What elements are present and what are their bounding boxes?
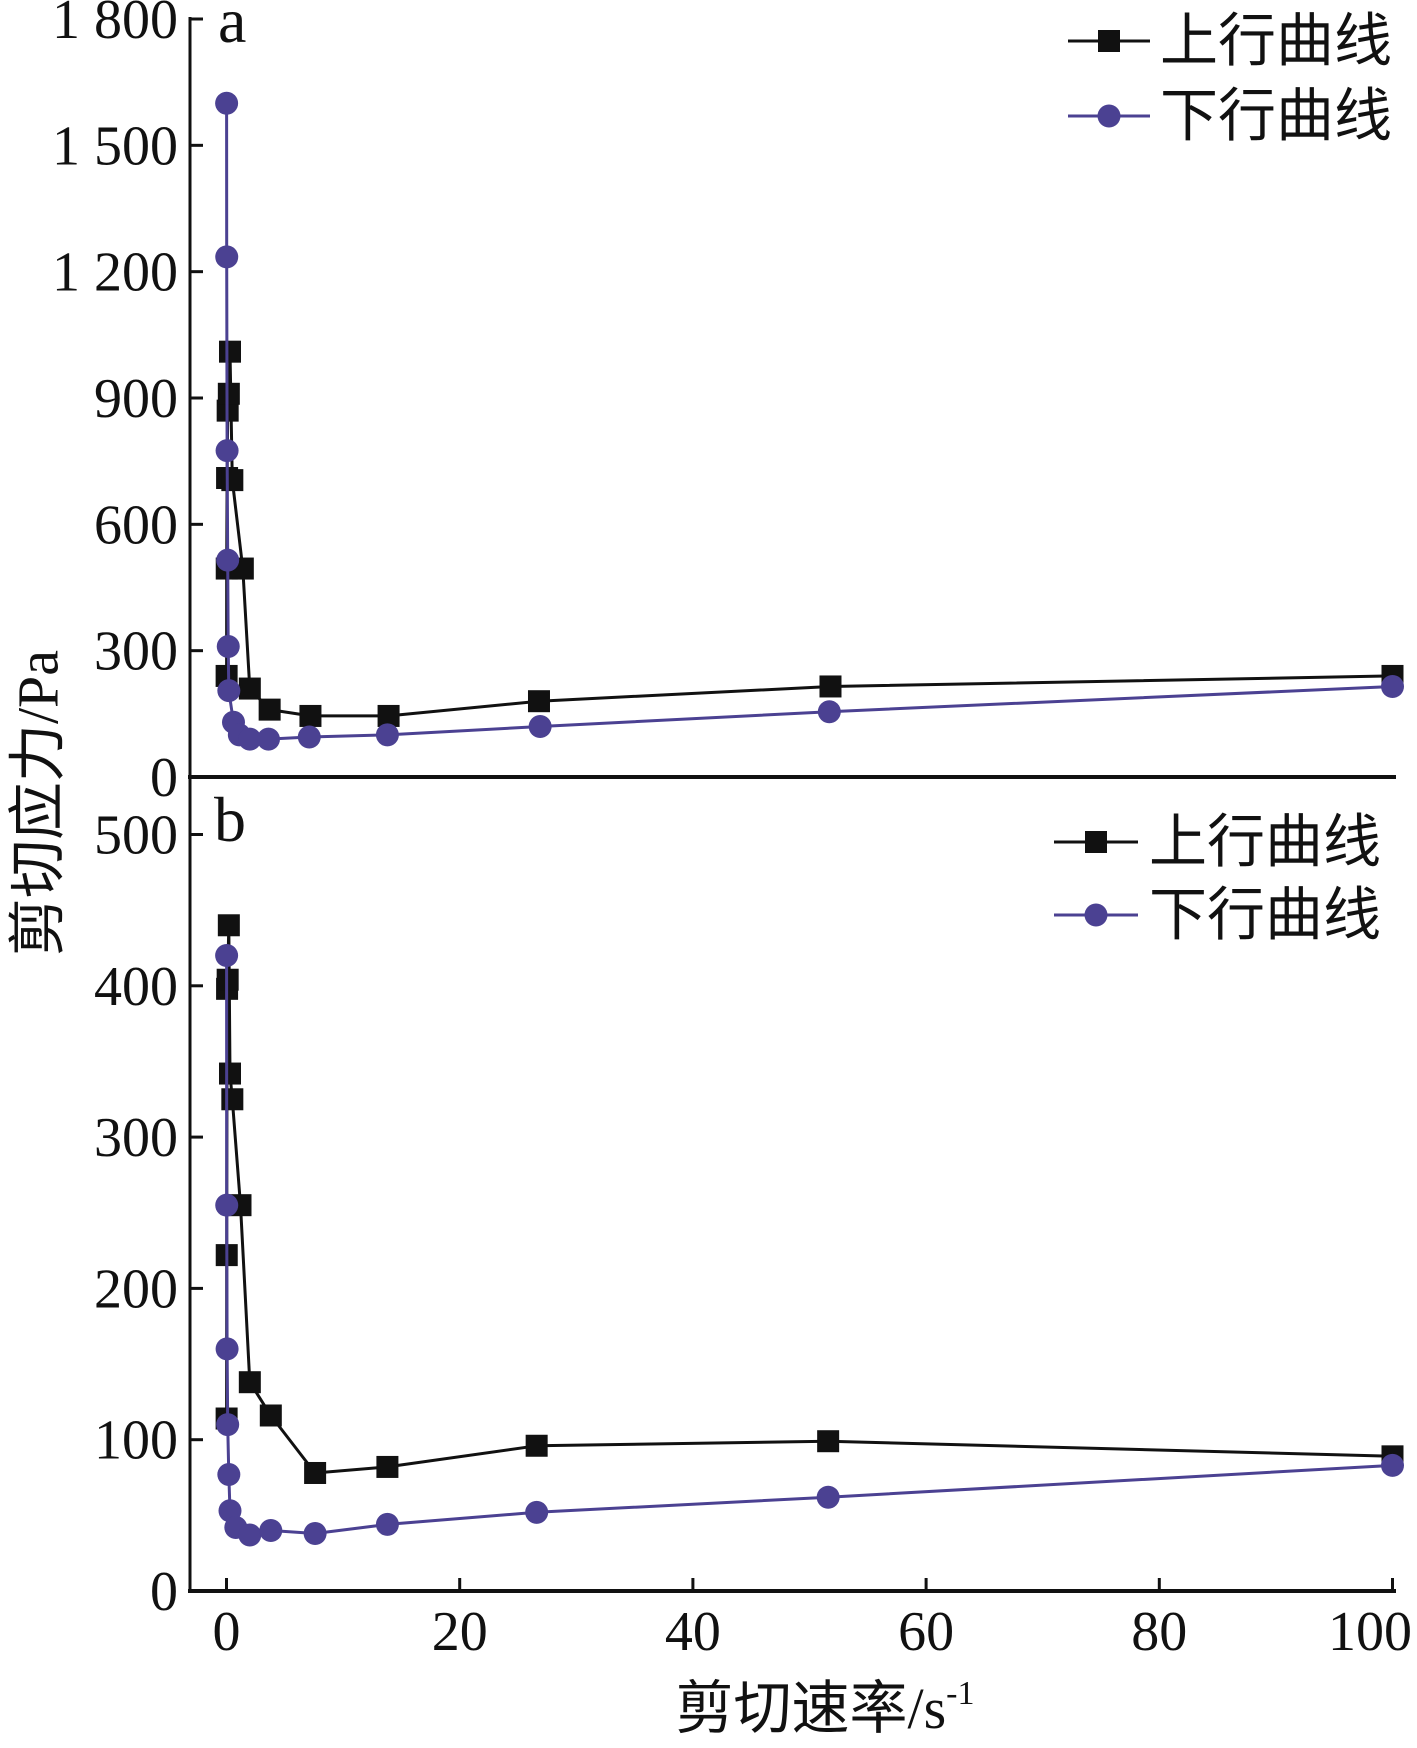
panel-a-down-curve-point <box>528 714 552 738</box>
xtick-label: 40 <box>665 1601 721 1663</box>
panel-a-up-curve-point <box>217 382 240 405</box>
panel-a-down-curve-point <box>217 679 241 703</box>
panel-a-down-curve-point <box>817 700 841 724</box>
panel-b-up-curve-point <box>817 1430 840 1453</box>
panel-a-ytick-label: 1 200 <box>52 242 178 304</box>
panel-b-ytick-label: 400 <box>94 956 178 1018</box>
panel-a-down-curve-point <box>215 91 239 115</box>
panel-a-down-curve-point <box>375 723 399 747</box>
panel-b-down-curve-point <box>1381 1453 1404 1477</box>
panel-a-down-curve-point <box>1381 674 1404 698</box>
panel-b-up-curve-point <box>304 1461 327 1484</box>
panel-a-down-curve-point <box>297 725 321 749</box>
panel-a-ytick-label: 1 500 <box>52 115 178 177</box>
legend-a-up-label: 上行曲线 <box>1160 9 1392 74</box>
xtick-label: 80 <box>1131 1601 1187 1663</box>
panel-a-down-curve-point <box>238 727 262 751</box>
x-axis-label-text: 剪切速率/s <box>675 1676 946 1741</box>
panel-a-up-curve-point <box>299 704 322 727</box>
legend-a-circle-marker <box>1097 104 1121 128</box>
panel-a-label: a <box>218 0 246 56</box>
x-axis-label: 剪切速率/s-1 <box>675 1675 974 1741</box>
panel-b-legend: 上行曲线 下行曲线 <box>1054 810 1381 948</box>
panel-a-down-curve-point <box>215 439 239 463</box>
panel-a-down-curve-point <box>216 548 240 572</box>
panel-a-up-curve-point <box>377 704 400 727</box>
y-axis-label: 剪切应力/Pa <box>6 650 71 956</box>
panel-b-down-curve-point <box>375 1512 399 1536</box>
panel-a-up-curve-point <box>258 698 281 721</box>
panel-a-down-curve-point <box>215 245 239 269</box>
panel-b-down-curve-point <box>259 1518 283 1542</box>
panel-b-ytick-label: 500 <box>94 804 178 866</box>
panel-a-down-curve-point <box>256 727 280 751</box>
panel-b-down-curve-point <box>216 1413 240 1437</box>
panel-b-down-curve-point <box>303 1522 327 1546</box>
panel-b-down-curve-point <box>215 1337 239 1361</box>
xtick-label: 20 <box>432 1601 488 1663</box>
legend-a-down-label: 下行曲线 <box>1160 84 1392 149</box>
x-axis-label-superscript: -1 <box>946 1675 974 1712</box>
panel-a-up-curve-point <box>221 469 244 492</box>
panel-b-ytick-label: 300 <box>94 1107 178 1169</box>
panel-b-ytick-label: 200 <box>94 1258 178 1320</box>
panel-b-down-curve-point <box>238 1523 262 1547</box>
panel-b-up-curve-point <box>217 914 240 937</box>
panel-b-up-curve-point <box>525 1434 548 1457</box>
panel-b-down-curve-point <box>816 1485 840 1509</box>
legend-a-square-marker <box>1098 30 1120 52</box>
legend-b-square-marker <box>1085 831 1107 853</box>
panel-b-label: b <box>214 784 246 855</box>
legend-b-circle-marker <box>1084 903 1108 927</box>
legend-b-down-label: 下行曲线 <box>1149 883 1381 948</box>
panel-a-ytick-label: 300 <box>94 621 178 683</box>
panel-b-down-curve-point <box>525 1500 549 1524</box>
panel-a-up-curve-point <box>819 675 842 698</box>
xtick-label: 60 <box>898 1601 954 1663</box>
panel-b-up-curve-point <box>238 1371 261 1394</box>
panel-b-up-curve-point <box>218 1062 241 1085</box>
panel-a-ytick-label: 1 800 <box>52 0 178 51</box>
panel-b-down-curve-point <box>215 1193 239 1217</box>
panel-a-ytick-label: 0 <box>150 747 178 809</box>
panel-b-ytick-label: 100 <box>94 1410 178 1472</box>
panel-b-ytick-label: 0 <box>150 1561 178 1623</box>
panel-a-up-curve-point <box>218 340 241 363</box>
panel-b-up-curve-point <box>376 1455 399 1478</box>
panel-a-up-curve-point <box>527 690 550 713</box>
panel-a-down-curve-point <box>216 634 240 658</box>
xtick-label: 100 <box>1328 1601 1412 1663</box>
panel-a-up-curve-point <box>238 677 261 700</box>
panel-b-plot-area <box>215 914 1404 1547</box>
panel-a-legend: 上行曲线 下行曲线 <box>1068 9 1392 149</box>
panel-a-plot-area <box>215 91 1404 751</box>
panel-a-ytick-label: 600 <box>94 494 178 556</box>
legend-b-up-label: 上行曲线 <box>1149 810 1381 875</box>
panel-a-ytick-label: 900 <box>94 368 178 430</box>
xtick-label: 0 <box>213 1601 241 1663</box>
panel-b-down-curve-point <box>217 1462 241 1486</box>
panel-b-up-curve-point <box>221 1088 244 1111</box>
panel-b-up-curve-point <box>259 1404 282 1427</box>
panel-b-down-curve-point <box>215 944 239 968</box>
